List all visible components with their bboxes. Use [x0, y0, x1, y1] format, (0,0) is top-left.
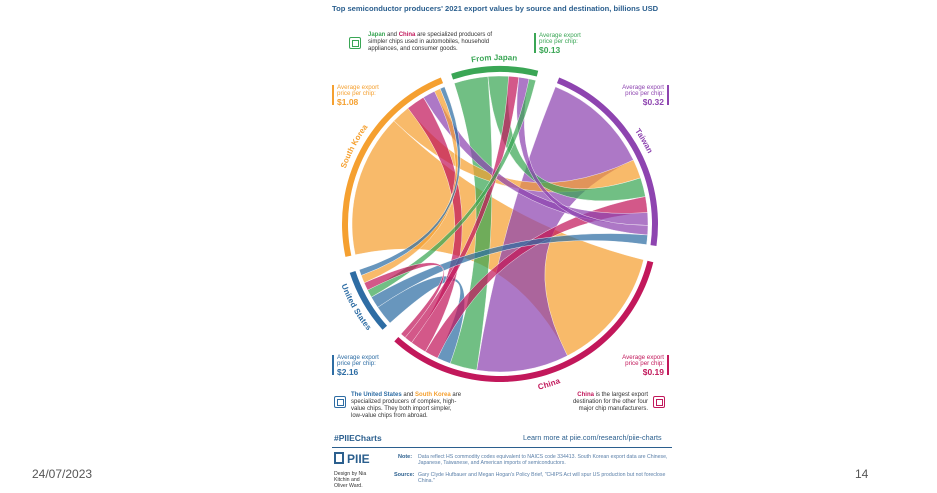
slide-page-number: 14 — [855, 467, 869, 481]
source-text: Gary Clyde Hufbauer and Megan Hogan's Po… — [418, 472, 666, 484]
note-c-c1: China — [577, 392, 594, 398]
price-us: Average export price per chip: $2.16 — [332, 354, 389, 377]
group-arc-taiwan — [556, 77, 658, 246]
chord-flows — [351, 75, 649, 373]
price-china-value: $0.19 — [642, 366, 664, 377]
price-taiwan-label: Average export price per chip: — [622, 84, 664, 98]
price-china: Average export price per chip: $0.19 — [614, 354, 669, 377]
price-taiwan-value: $0.32 — [642, 96, 664, 107]
piie-logo-text: PIIE — [347, 452, 370, 466]
group-arc-china — [394, 260, 654, 382]
hashtag: #PIIECharts — [334, 433, 382, 443]
credit: Design by Nia Kitchin and Oliver Ward. — [334, 471, 367, 489]
note-uk-t2: are specialized producers of complex, hi… — [351, 392, 462, 419]
group-arc-from-japan — [451, 66, 539, 80]
source-label: Source: — [394, 472, 415, 478]
price-japan: Average export price per chip: $0.13 — [534, 32, 591, 55]
piie-logo-mark-icon — [334, 452, 344, 464]
note-us-korea: The United States and South Korea are sp… — [351, 392, 463, 420]
price-japan-label: Average export price per chip: — [539, 32, 581, 46]
note-china: China is the largest export destination … — [566, 392, 648, 413]
group-arc-south-korea — [342, 77, 444, 257]
chart-title: Top semiconductor producers' 2021 export… — [332, 4, 659, 13]
note-uk-c2: South Korea — [415, 392, 451, 398]
price-china-label: Average export price per chip: — [622, 354, 664, 368]
note-jc-c1: Japan — [368, 32, 386, 38]
price-us-label: Average export price per chip: — [337, 354, 379, 368]
chord-flow-taiwan-to-japan — [516, 76, 649, 236]
note-jc-t1: and — [385, 32, 399, 38]
piie-logo: PIIE — [334, 452, 370, 466]
note-jc-t2: are specialized producers of simpler chi… — [368, 32, 493, 52]
price-taiwan: Average export price per chip: $0.32 — [614, 84, 669, 107]
note-jc-c2: China — [398, 32, 416, 38]
price-korea-label: Average export price per chip: — [337, 84, 379, 98]
price-japan-value: $0.13 — [539, 44, 561, 55]
chip-icon-green — [349, 37, 361, 49]
group-label-china: China — [537, 376, 562, 391]
chord-flow-china-to-united-states — [363, 262, 445, 338]
slide-date: 24/07/2023 — [32, 467, 93, 481]
note-japan-china: Japan and China are specialized producer… — [368, 32, 508, 53]
price-korea-value: $1.08 — [337, 96, 359, 107]
chord-flow-taiwan-to-china — [476, 86, 634, 373]
chord-flow-china-to-taiwan — [425, 196, 648, 359]
price-korea: Average export price per chip: $1.08 — [332, 84, 389, 107]
group-arc-united-states — [349, 270, 388, 330]
note-c-t1: is the largest export destination for th… — [572, 392, 648, 412]
footer-divider — [332, 447, 672, 448]
note-uk-c1: The United States — [351, 392, 402, 398]
price-us-value: $2.16 — [337, 366, 359, 377]
note-text: Data reflect HS commodity codes equivale… — [418, 454, 668, 466]
group-label-from-japan: From Japan — [471, 53, 518, 64]
chip-icon-red — [653, 396, 665, 408]
chord-flow-united-states-to-taiwan — [371, 233, 648, 308]
note-label: Note: — [398, 454, 413, 460]
chip-icon-blue — [334, 396, 346, 408]
chord-flow-united-states-to-south-korea — [358, 86, 461, 276]
learn-more-link[interactable]: Learn more at piie.com/research/piie-cha… — [523, 433, 662, 442]
note-uk-t1: and — [401, 392, 416, 398]
chord-flow-japan-to-united-states — [367, 78, 537, 298]
